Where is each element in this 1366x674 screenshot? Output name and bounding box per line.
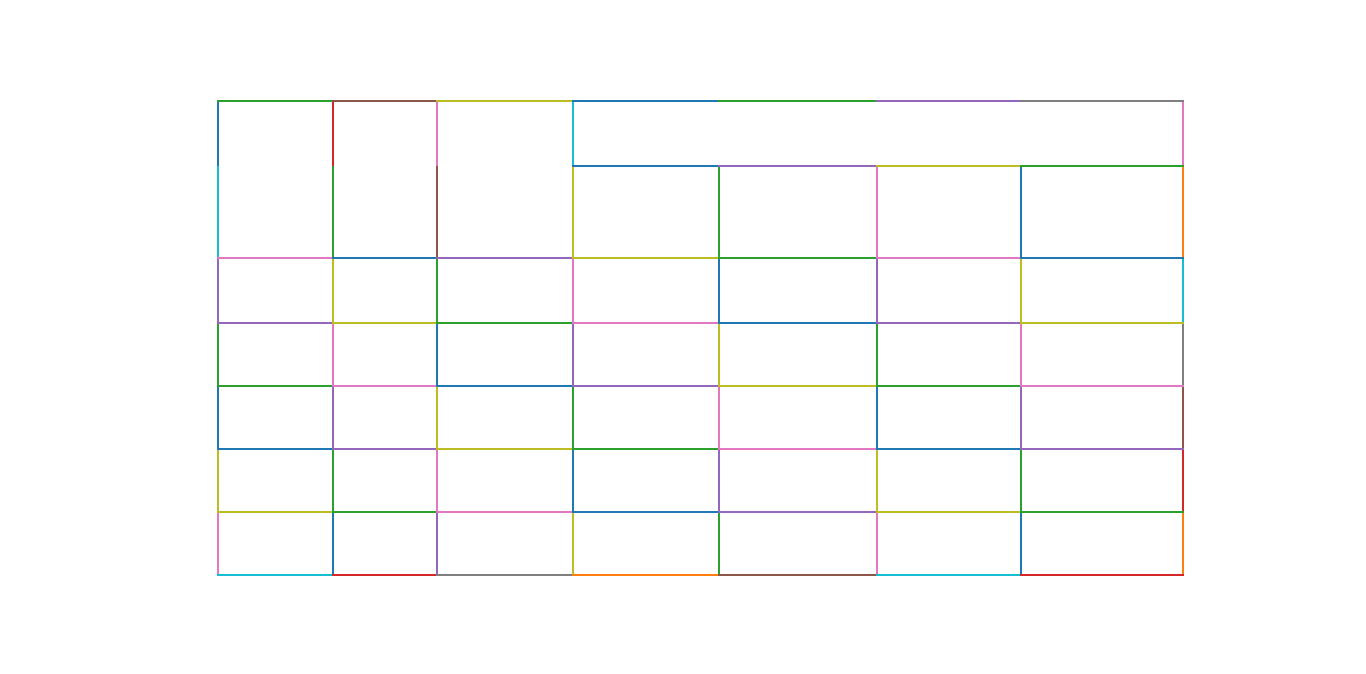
figure-canvas (217, 100, 1184, 576)
colored-grid (217, 100, 1184, 576)
